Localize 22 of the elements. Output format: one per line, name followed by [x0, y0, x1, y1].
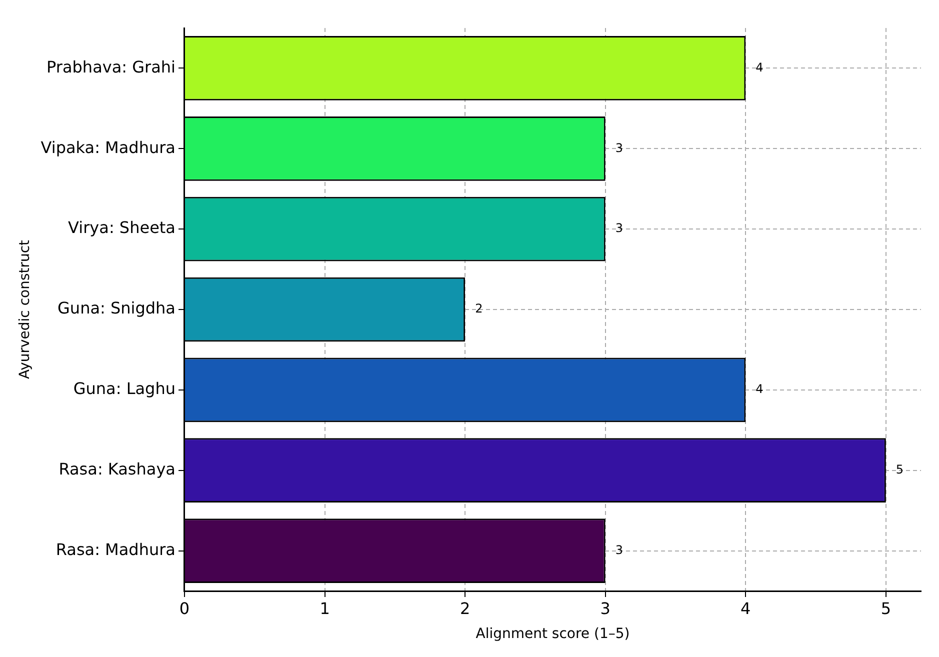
x-tick-label: 3 — [600, 598, 610, 618]
x-tick-label: 4 — [740, 598, 751, 618]
data-label: 3 — [615, 140, 623, 155]
data-label: 5 — [896, 462, 904, 476]
y-axis-title: Ayurvedic construct — [17, 239, 34, 380]
y-tick-label: Guna: Laghu — [73, 379, 176, 398]
y-tick-label: Virya: Sheeta — [68, 218, 176, 238]
x-tick-label: 1 — [320, 598, 330, 618]
data-label: 3 — [615, 542, 623, 557]
y-tick-label: Guna: Snigdha — [58, 298, 176, 318]
x-tick-label: 2 — [460, 598, 470, 618]
data-label: 4 — [756, 60, 764, 74]
y-tick-label: Vipaka: Madhura — [40, 138, 176, 157]
y-tick-label: Prabhava: Grahi — [46, 57, 176, 76]
x-tick-label: 0 — [179, 598, 190, 618]
y-tick-label: Rasa: Kashaya — [58, 460, 176, 479]
y-tick-label: Rasa: Madhura — [56, 540, 176, 559]
x-axis-title: Alignment score (1–5) — [476, 626, 630, 642]
data-label: 2 — [475, 302, 483, 316]
data-label: 4 — [756, 382, 764, 396]
data-label: 3 — [615, 221, 623, 236]
x-tick-label: 5 — [880, 598, 892, 618]
